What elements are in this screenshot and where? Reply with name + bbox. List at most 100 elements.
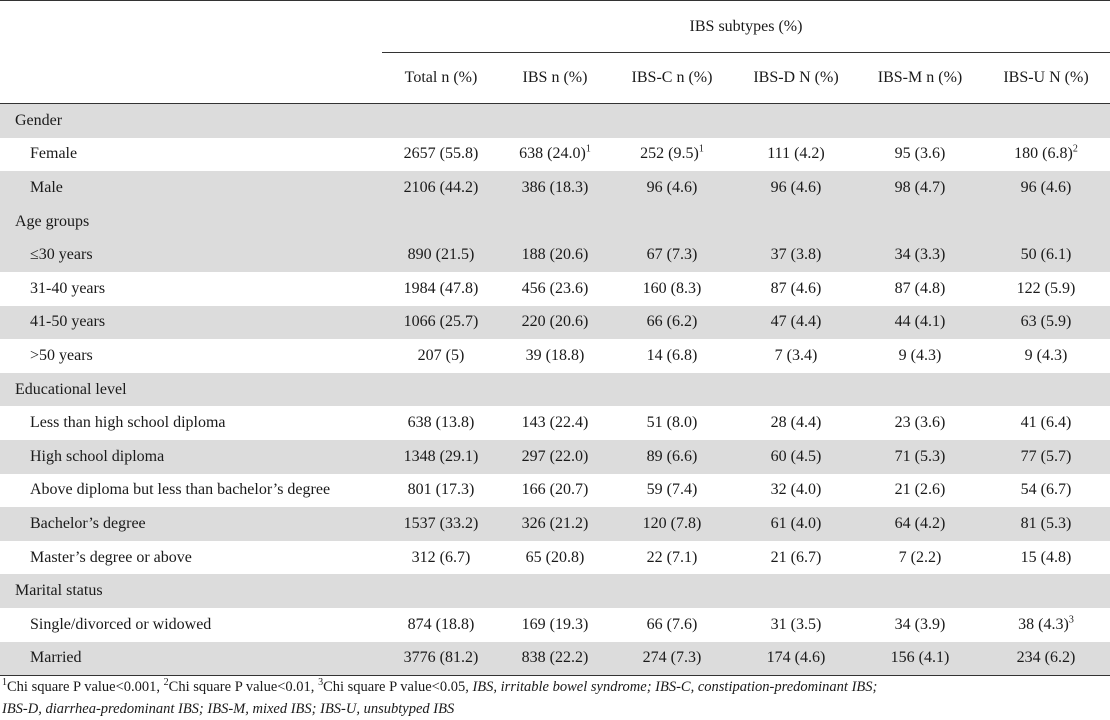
cell-value: 1066 (25.7) [403, 313, 479, 331]
cell-value: 207 (5) [417, 346, 465, 364]
table-footnote: 1Chi square P value<0.001, 2Chi square P… [0, 676, 1107, 720]
table-cell: 96 (4.6) [610, 171, 734, 205]
cell-value: 166 (20.7) [521, 481, 589, 499]
table-cell: 252 (9.5)1 [610, 138, 734, 172]
cell-value: 34 (3.3) [894, 246, 946, 264]
cell-value: 44 (4.1) [894, 313, 946, 331]
cell-value: 41 (6.4) [1020, 414, 1072, 432]
column-header-row: Total n (%) IBS n (%) IBS-C n (%) IBS-D … [0, 52, 1110, 104]
section-row: Educational level [0, 372, 1110, 407]
cell-value: 3776 (81.2) [403, 649, 479, 667]
table-cell: 44 (4.1) [858, 305, 982, 340]
cell-value: 234 (6.2) [1016, 649, 1076, 667]
cell-value: 39 (18.8) [525, 346, 585, 364]
cell-value: 96 (4.6) [1020, 178, 1072, 196]
cell-value: 38 (4.3) [1018, 615, 1069, 633]
table-cell: 96 (4.6) [982, 171, 1110, 205]
table-cell: 66 (6.2) [610, 305, 734, 340]
cell-value: 9 (4.3) [1024, 346, 1068, 364]
table-cell: 32 (4.0) [734, 474, 858, 508]
cell-value: 89 (6.6) [646, 447, 698, 465]
table-cell: 890 (21.5) [382, 238, 500, 272]
table-cell: 50 (6.1) [982, 238, 1110, 272]
table-cell: 47 (4.4) [734, 305, 858, 340]
table-cell: 77 (5.7) [982, 439, 1110, 474]
cell-value: 160 (8.3) [642, 279, 702, 297]
row-label: Bachelor’s degree [0, 507, 382, 541]
table-cell: 638 (24.0)1 [500, 138, 610, 172]
cell-value: 66 (6.2) [646, 313, 698, 331]
table-cell: 41 (6.4) [982, 406, 1110, 440]
row-label: >50 years [30, 346, 93, 364]
column-header-ibs-c: IBS-C n (%) [610, 52, 734, 104]
table-body: Gender Female 2657 (55.8) 638 (24.0)1 252 (9… [0, 103, 1110, 677]
cell-value: 297 (22.0) [521, 447, 589, 465]
table-cell: 9 (4.3) [858, 339, 982, 373]
column-header-label [0, 52, 382, 104]
table-cell: 61 (4.0) [734, 507, 858, 541]
cell-footnote-marker: 1 [698, 144, 704, 156]
table-cell: 21 (6.7) [734, 541, 858, 575]
table-cell: 21 (2.6) [858, 474, 982, 508]
table-cell: 71 (5.3) [858, 439, 982, 474]
table-cell: 28 (4.4) [734, 406, 858, 440]
cell-value: 14 (6.8) [646, 346, 698, 364]
row-label: Single/divorced or widowed [30, 615, 212, 633]
row-label: Female [30, 145, 78, 163]
table-row: Bachelor’s degree 1537 (33.2) 326 (21.2) 12… [0, 507, 1110, 541]
cell-value: 122 (5.9) [1016, 279, 1076, 297]
cell-value: 60 (4.5) [770, 447, 822, 465]
cell-value: 61 (4.0) [770, 514, 822, 532]
cell-value: 54 (6.7) [1020, 481, 1072, 499]
table-cell: 1066 (25.7) [382, 305, 500, 340]
footnote-sup-3: 3 [318, 677, 324, 689]
cell-footnote-marker: 3 [1068, 614, 1074, 626]
table-cell: 34 (3.9) [858, 608, 982, 642]
table-cell: 2657 (55.8) [382, 138, 500, 172]
table-cell: 66 (7.6) [610, 608, 734, 642]
cell-value: 874 (18.8) [407, 615, 475, 633]
table-cell: 801 (17.3) [382, 474, 500, 508]
section-row: Marital status [0, 574, 1110, 608]
cell-value: 81 (5.3) [1020, 514, 1072, 532]
table-cell: 60 (4.5) [734, 439, 858, 474]
cell-value: 71 (5.3) [894, 447, 946, 465]
table-row: Male 2106 (44.2) 386 (18.3) 96 (4.6) 96 (4.6… [0, 171, 1110, 205]
table-cell: 2106 (44.2) [382, 171, 500, 205]
table-row: ≤30 years 890 (21.5) 188 (20.6) 67 (7.3) 37 … [0, 238, 1110, 272]
table-cell: 456 (23.6) [500, 272, 610, 306]
cell-value: 15 (4.8) [1020, 548, 1072, 566]
table-cell: 386 (18.3) [500, 171, 610, 205]
cell-value: 638 (13.8) [407, 414, 475, 432]
cell-value: 180 (6.8) [1014, 145, 1073, 163]
table-cell: 81 (5.3) [982, 507, 1110, 541]
cell-value: 312 (6.7) [411, 548, 471, 566]
cell-value: 386 (18.3) [521, 178, 589, 196]
table-cell: 39 (18.8) [500, 339, 610, 373]
footnote-sup-1: 1 [2, 677, 7, 689]
table-cell: 1348 (29.1) [382, 439, 500, 474]
table-cell: 87 (4.6) [734, 272, 858, 306]
cell-value: 21 (6.7) [770, 548, 822, 566]
cell-value: 2657 (55.8) [403, 145, 479, 163]
row-label: 41-50 years [0, 305, 382, 340]
table-header: IBS subtypes (%) Total n (%) IBS n (%) I… [0, 0, 1110, 104]
cell-value: 9 (4.3) [898, 346, 942, 364]
column-header-ibs-m: IBS-M n (%) [858, 52, 982, 104]
cell-value: 34 (3.9) [894, 615, 946, 633]
cell-value: 23 (3.6) [894, 414, 946, 432]
row-label: Married [0, 641, 382, 677]
cell-value: 63 (5.9) [1020, 313, 1072, 331]
table-cell: 874 (18.8) [382, 608, 500, 642]
cell-value: 28 (4.4) [770, 414, 822, 432]
table-row: >50 years 207 (5) 39 (18.8) 14 (6.8) 7 (3.4)… [0, 339, 1110, 373]
table-cell: 111 (4.2) [734, 138, 858, 172]
cell-value: 838 (22.2) [521, 649, 589, 667]
table-cell: 22 (7.1) [610, 541, 734, 575]
cell-value: 326 (21.2) [521, 514, 589, 532]
table-cell: 297 (22.0) [500, 439, 610, 474]
table-cell: 160 (8.3) [610, 272, 734, 306]
cell-value: 32 (4.0) [770, 481, 822, 499]
table-cell: 63 (5.9) [982, 305, 1110, 340]
